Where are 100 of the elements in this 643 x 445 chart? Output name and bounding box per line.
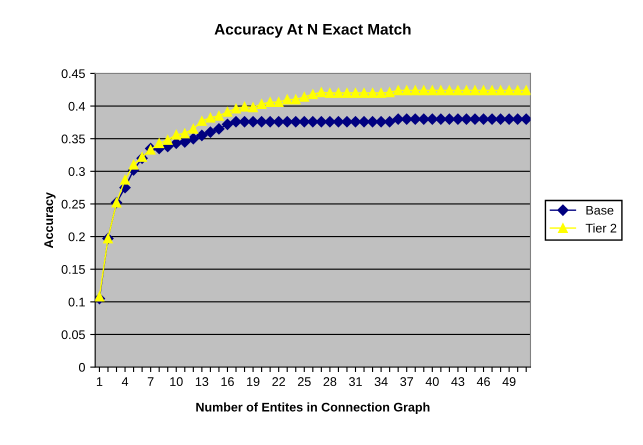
x-tick-label: 7: [148, 377, 154, 386]
point: [264, 116, 276, 128]
point: [256, 99, 266, 109]
y-tick-label: 0.35: [62, 134, 85, 144]
point: [290, 94, 301, 104]
point: [453, 86, 463, 96]
y-tick-label: 0.3: [68, 167, 85, 176]
point: [214, 110, 224, 121]
y-tick-label: 0: [78, 362, 85, 372]
point: [478, 114, 490, 125]
y-tick-label: 0.4: [68, 102, 86, 111]
point: [238, 116, 250, 128]
point: [307, 116, 318, 128]
x-tick-label: 13: [196, 377, 208, 386]
y-tick-label: 0.15: [62, 265, 85, 274]
legend-label: Tier 2: [586, 223, 616, 233]
point: [230, 116, 242, 128]
point: [512, 114, 524, 125]
x-tick-label: 40: [426, 377, 439, 386]
x-tick-label: 25: [298, 377, 311, 386]
point: [316, 116, 327, 128]
point: [248, 102, 258, 112]
x-tick-label: 28: [324, 377, 336, 386]
x-tick-label: 10: [170, 377, 183, 386]
point: [316, 87, 326, 98]
x-tick-label: 31: [349, 377, 362, 386]
point: [222, 107, 232, 117]
point: [418, 114, 430, 125]
point: [376, 88, 386, 98]
point: [120, 174, 130, 185]
point: [462, 86, 472, 96]
point: [512, 86, 523, 96]
y-tick-label: 0.05: [62, 330, 85, 340]
point: [341, 116, 353, 128]
point: [196, 116, 207, 126]
point: [368, 88, 378, 98]
y-tick-label: 0.2: [68, 232, 85, 242]
point: [496, 86, 506, 96]
point: [188, 124, 198, 134]
point: [358, 116, 370, 128]
x-tick-label: 4: [122, 377, 128, 386]
point: [410, 114, 421, 125]
point: [520, 114, 530, 125]
point: [359, 88, 369, 98]
point: [460, 114, 472, 125]
point: [290, 116, 302, 128]
point: [180, 128, 190, 138]
point: [402, 86, 412, 96]
point: [206, 112, 216, 123]
point: [384, 116, 396, 128]
point: [282, 116, 293, 128]
point: [504, 114, 515, 125]
point: [247, 116, 259, 128]
point: [436, 86, 446, 96]
point: [384, 87, 394, 98]
x-tick-label: 22: [272, 377, 285, 386]
point: [418, 86, 429, 96]
point: [299, 92, 310, 102]
point: [308, 89, 318, 100]
point: [128, 160, 138, 170]
point: [332, 116, 344, 128]
point: [196, 130, 208, 142]
point: [350, 116, 362, 128]
point: [393, 86, 404, 96]
point: [274, 97, 284, 108]
point: [494, 114, 506, 125]
point: [376, 116, 387, 128]
x-tick-label: 19: [247, 377, 260, 386]
point: [273, 116, 284, 128]
y-tick-label: 0.1: [68, 298, 85, 307]
point: [486, 114, 498, 125]
point: [188, 133, 199, 144]
x-tick-label: 1: [96, 377, 102, 386]
x-tick-label: 43: [451, 377, 464, 386]
point: [162, 135, 173, 145]
x-tick-label: 37: [400, 377, 414, 386]
x-tick-label: 49: [502, 377, 516, 386]
point: [265, 97, 276, 108]
point: [487, 86, 497, 96]
point: [213, 123, 225, 135]
x-tick-label: 34: [374, 377, 388, 386]
point: [444, 86, 454, 96]
point: [427, 86, 438, 96]
y-axis-title: Accuracy: [44, 192, 56, 248]
point: [366, 116, 378, 128]
point: [324, 116, 336, 128]
point: [256, 116, 268, 128]
point: [240, 102, 250, 112]
y-tick-label: 0.25: [62, 200, 85, 209]
point: [342, 88, 352, 98]
point: [171, 130, 182, 140]
point: [298, 116, 310, 128]
x-tick-label: 16: [221, 377, 234, 386]
point: [426, 114, 438, 125]
point: [282, 94, 292, 104]
point: [350, 88, 360, 98]
point: [444, 114, 455, 125]
point: [401, 114, 412, 125]
point: [435, 114, 446, 125]
point: [452, 114, 464, 125]
